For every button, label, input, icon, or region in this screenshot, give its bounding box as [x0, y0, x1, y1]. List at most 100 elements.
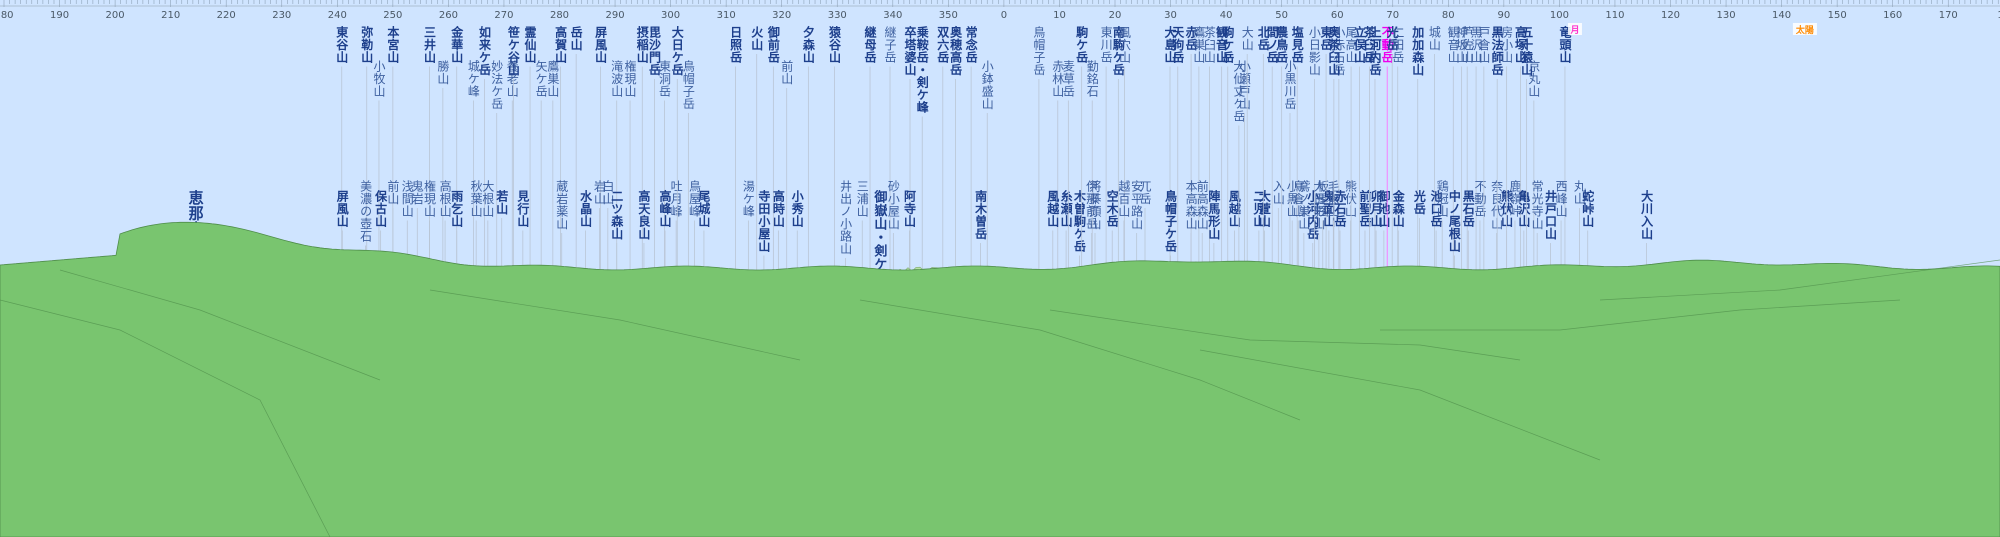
peak-label[interactable]: 東川岳 — [1099, 26, 1113, 278]
peak-name: 前高森山 — [1195, 179, 1209, 230]
peak-label[interactable]: 黒法師岳 — [1490, 26, 1504, 278]
peak-label[interactable]: 高塚山 — [1514, 25, 1528, 278]
peak-label[interactable]: 茶臼山 — [1202, 25, 1216, 278]
peak-label[interactable]: 塩見岳 — [1290, 25, 1304, 278]
peak-label[interactable]: 毛無山 — [1326, 180, 1340, 278]
peak-label[interactable]: 継子岳 — [883, 25, 897, 278]
peak-label[interactable]: 常念岳 — [964, 25, 978, 278]
peak-label[interactable]: 大仙丈ケ岳 — [1232, 60, 1246, 278]
peak-label[interactable]: 大山 — [1240, 26, 1254, 278]
peak-label[interactable]: 白山 — [601, 179, 615, 278]
peak-label[interactable]: 奥茶臼山 — [1327, 25, 1341, 278]
peak-label[interactable]: 鳥帽子岳 — [681, 59, 695, 278]
peak-label[interactable]: 湯ケ峰 — [741, 180, 755, 278]
peak-label[interactable]: 南駒ケ岳 — [1111, 25, 1125, 278]
peak-label[interactable]: 妙法ケ岳 — [490, 60, 504, 278]
peak-label[interactable]: 小赤石岳 — [1332, 26, 1346, 278]
peak-label[interactable]: 城ケ峰 — [466, 60, 480, 278]
peak-label[interactable]: 黒沢山 — [1469, 26, 1483, 278]
near-ridge — [0, 221, 2000, 537]
peak-label[interactable]: 風穴山 — [1117, 26, 1131, 278]
peak-label[interactable]: 小牧山 — [372, 60, 386, 278]
peak-label[interactable]: 東岳 — [1319, 25, 1333, 278]
peak-label[interactable]: 城山 — [1427, 26, 1441, 278]
peak-name: 前山 — [386, 179, 400, 205]
peak-label[interactable]: 観音山 — [1446, 26, 1460, 278]
peak-label[interactable]: 権現山 — [623, 59, 637, 278]
peak-label[interactable]: 摂稲山 — [635, 25, 649, 278]
peak-label[interactable]: 霊仙山 — [523, 26, 537, 278]
peak-label[interactable]: 上河内岳 — [1368, 25, 1382, 278]
peak-label[interactable]: 天狗岳 — [1171, 26, 1185, 278]
badge-background — [1567, 23, 1582, 35]
peak-label[interactable]: 屏風山 — [594, 26, 608, 278]
peak-label[interactable]: 高賀山 — [554, 25, 568, 278]
peak-label[interactable]: 農鳥岳 — [1275, 25, 1289, 278]
celestial-badge: 月 — [1567, 23, 1582, 36]
peak-label[interactable]: 奥穂高岳 — [949, 25, 963, 278]
peak-label[interactable]: 小黒川岳 — [1283, 60, 1297, 278]
peak-label[interactable]: 小日影山 — [1307, 26, 1321, 278]
peak-label[interactable]: 尾高山 — [1344, 26, 1358, 278]
peak-label[interactable]: 如来ケ岳 — [478, 25, 492, 278]
peak-label[interactable]: 大日ケ岳 — [670, 25, 684, 278]
peak-label[interactable]: 神坂山 — [1455, 26, 1469, 278]
peak-name: 大仙丈ケ岳 — [1232, 60, 1246, 123]
peak-label[interactable]: 北岳 — [1256, 25, 1270, 278]
peak-label[interactable]: 芦佐山 — [1460, 26, 1474, 278]
peak-label[interactable]: 双六岳 — [936, 26, 950, 278]
peak-label[interactable]: 鷹巣山 — [546, 59, 560, 278]
peak-label[interactable]: 夕森山 — [801, 25, 815, 278]
peak-label[interactable]: 小瀬戸山 — [1237, 60, 1251, 278]
peak-label[interactable]: 不動岳 — [1380, 26, 1394, 278]
peak-label[interactable]: 茶臼岳 — [1362, 25, 1376, 278]
peak-label[interactable]: 駒ケ岳 — [1221, 25, 1235, 278]
peak-label[interactable]: 弥勒山 — [360, 25, 374, 278]
peak-label[interactable]: 戸倉山 — [1477, 26, 1491, 278]
peak-name: 上河内岳 — [1368, 25, 1382, 77]
peak-label[interactable]: 五十猿山 — [1520, 26, 1534, 278]
peak-label[interactable]: 笹ケ谷山 — [506, 25, 520, 278]
peak-label[interactable]: 東洞岳 — [657, 60, 671, 278]
peak-name: 南駒ケ岳 — [1111, 25, 1125, 77]
peak-label[interactable]: 岩山 — [592, 179, 606, 278]
peak-label[interactable]: 京丸山 — [1527, 60, 1541, 278]
peak-label[interactable]: 熊伏山 — [1344, 179, 1358, 278]
peak-label[interactable]: 麦草岳 — [1061, 60, 1075, 278]
peak-label[interactable]: 立俣山 — [1352, 25, 1366, 278]
peak-label[interactable]: 加加森山 — [1411, 25, 1425, 278]
peak-label[interactable]: 養老山 — [505, 59, 519, 278]
peak-label[interactable]: 小鉢盛山 — [980, 60, 994, 278]
bearing-tick-label: 320 — [772, 10, 791, 21]
peak-name: 御前岳 — [766, 25, 780, 64]
peak-label[interactable]: 鳥帽子岳 — [1032, 25, 1046, 278]
peak-label[interactable]: 矢ケ岳 — [534, 60, 548, 278]
peak-label[interactable]: 御前岳 — [766, 25, 780, 278]
peak-label[interactable]: 駒ケ岳 — [1075, 25, 1089, 278]
peak-label[interactable]: 勤銘石 — [1085, 60, 1099, 278]
peak-label[interactable]: 岳山 — [569, 25, 583, 278]
peak-label[interactable]: 東谷山 — [335, 25, 349, 278]
peak-label[interactable]: 継母岳 — [863, 25, 877, 278]
peak-name: 高根山 — [438, 179, 452, 218]
peak-label[interactable]: 猿谷山 — [827, 25, 841, 278]
peak-label[interactable]: 火山 — [750, 26, 764, 278]
peak-label[interactable]: 間ノ岳 — [1265, 26, 1279, 278]
peak-label[interactable]: 鷹巣山 — [1192, 25, 1206, 278]
peak-name: 風越山 — [1227, 190, 1241, 228]
peak-name: 勝山 — [436, 59, 450, 85]
peak-label[interactable]: 毘沙門岳 — [647, 26, 661, 278]
peak-label[interactable]: 光岳 — [1385, 25, 1399, 278]
peak-label[interactable]: 大島山 — [1163, 25, 1177, 278]
peak-label[interactable]: 房小山 — [1500, 25, 1514, 278]
peak-label[interactable]: 勝山 — [436, 59, 450, 278]
peak-label[interactable]: 赤林山 — [1051, 60, 1065, 278]
peak-label[interactable]: 日照岳 — [729, 26, 743, 278]
peak-label[interactable]: 観音山 — [1215, 25, 1229, 278]
peak-label[interactable]: 仁田岳 — [1391, 26, 1405, 278]
peak-label[interactable]: 卒塔婆山 — [903, 25, 917, 278]
peak-label[interactable]: 乗鞍岳・剣ケ峰 — [915, 26, 929, 278]
peak-label[interactable]: 前山 — [780, 59, 794, 278]
